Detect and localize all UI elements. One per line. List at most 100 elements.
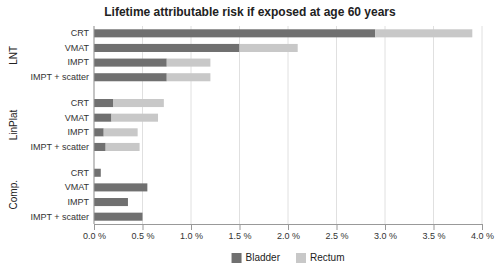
y-tick: IMPT: [68, 57, 90, 67]
y-axis: CRT VMAT IMPT IMPT + scatter: [30, 98, 89, 152]
y-tick-label: CRT: [71, 28, 90, 38]
x-tick: 1.0 %: [180, 224, 203, 241]
bar: [106, 143, 140, 151]
bar: [240, 44, 298, 52]
bar: [94, 183, 147, 191]
bar: [111, 114, 158, 122]
bar: [94, 143, 106, 151]
y-tick-label: IMPT + scatter: [30, 142, 89, 152]
x-tick-label: 4.0 %: [471, 231, 494, 241]
x-tick-mark: [240, 224, 241, 230]
legend-item: Rectum: [296, 252, 344, 263]
bar: [147, 183, 148, 191]
group-label: LNT: [8, 46, 19, 65]
bar: [94, 44, 240, 52]
y-tick: IMPT + scatter: [30, 72, 89, 82]
bars: [94, 29, 472, 220]
x-tick: 3.5 %: [422, 224, 445, 241]
y-tick-label: CRT: [71, 98, 90, 108]
y-tick: IMPT + scatter: [30, 212, 89, 222]
x-tick: 1.5 %: [228, 224, 251, 241]
y-tick-label: IMPT + scatter: [30, 212, 89, 222]
bar: [94, 213, 143, 221]
y-tick-label: VMAT: [65, 43, 90, 53]
x-tick-mark: [94, 224, 95, 230]
bar: [94, 73, 167, 81]
x-tick-mark: [385, 224, 386, 230]
bar: [94, 59, 167, 67]
x-tick: 4.0 %: [471, 224, 494, 241]
bar: [104, 128, 138, 136]
grid-line: [385, 26, 386, 224]
y-tick-label: CRT: [71, 168, 90, 178]
legend-label: Rectum: [310, 252, 344, 263]
x-tick-mark: [482, 224, 483, 230]
bar: [94, 198, 128, 206]
x-axis: 0.0 % 0.5 % 1.0 % 1.5 % 2.0 % 2.5 % 3.0 % 3.5 %…: [83, 224, 494, 241]
bar: [94, 114, 111, 122]
legend-swatch: [232, 253, 242, 263]
x-tick-label: 1.5 %: [228, 231, 251, 241]
x-tick-label: 0.0 %: [83, 231, 106, 241]
grid-line: [336, 26, 337, 224]
y-tick-label: IMPT: [68, 57, 90, 67]
y-tick: CRT: [71, 168, 90, 178]
x-tick-label: 3.5 %: [422, 231, 445, 241]
x-tick-label: 2.0 %: [277, 231, 300, 241]
bar: [127, 198, 128, 206]
bar: [142, 213, 143, 221]
legend: Bladder Rectum: [232, 252, 345, 263]
y-tick: CRT: [71, 28, 90, 38]
y-tick: VMAT: [65, 113, 90, 123]
bar: [94, 169, 101, 177]
series: [104, 29, 473, 151]
x-tick-label: 0.5 %: [131, 231, 154, 241]
grid-line: [288, 26, 289, 224]
y-tick-label: IMPT: [68, 127, 90, 137]
x-tick: 2.5 %: [325, 224, 348, 241]
grid-line: [482, 26, 483, 224]
grid: [94, 26, 482, 224]
bar: [167, 59, 211, 67]
y-tick-label: VMAT: [65, 113, 90, 123]
legend-swatch: [296, 253, 306, 263]
bar: [113, 99, 163, 107]
y-axis-line: [94, 26, 95, 224]
y-tick: IMPT: [68, 127, 90, 137]
bar: [167, 73, 211, 81]
y-tick: VMAT: [65, 43, 90, 53]
x-tick-label: 3.0 %: [374, 231, 397, 241]
x-tick: 0.0 %: [83, 224, 106, 241]
grid-line: [433, 26, 434, 224]
y-tick: IMPT: [68, 197, 90, 207]
grid-line: [142, 26, 143, 224]
series: [94, 29, 375, 220]
x-tick-label: 1.0 %: [180, 231, 203, 241]
bar: [94, 29, 375, 37]
bar: [100, 169, 101, 177]
x-tick-mark: [191, 224, 192, 230]
y-tick-label: IMPT: [68, 197, 90, 207]
bar: [94, 99, 113, 107]
plot: 0.0 % 0.5 % 1.0 % 1.5 % 2.0 % 2.5 % 3.0 % 3.5 %…: [8, 26, 494, 241]
y-axis: CRT VMAT IMPT IMPT + scatter: [30, 168, 89, 222]
legend-item: Bladder: [232, 252, 281, 263]
grid-line: [94, 26, 95, 224]
x-tick-label: 2.5 %: [325, 231, 348, 241]
x-tick: 3.0 %: [374, 224, 397, 241]
group-label: Comp.: [8, 180, 19, 209]
y-tick: CRT: [71, 98, 90, 108]
bar: [94, 128, 104, 136]
x-tick: 2.0 %: [277, 224, 300, 241]
bar: [375, 29, 472, 37]
title: Lifetime attributable risk if exposed at…: [104, 5, 396, 19]
x-tick-mark: [143, 224, 144, 230]
y-tick: VMAT: [65, 182, 90, 192]
grid-line: [239, 26, 240, 224]
y-tick: IMPT + scatter: [30, 142, 89, 152]
y-tick-label: VMAT: [65, 182, 90, 192]
x-tick-mark: [434, 224, 435, 230]
grid-line: [191, 26, 192, 224]
x-tick-mark: [337, 224, 338, 230]
chart: Lifetime attributable risk if exposed at…: [0, 0, 500, 270]
